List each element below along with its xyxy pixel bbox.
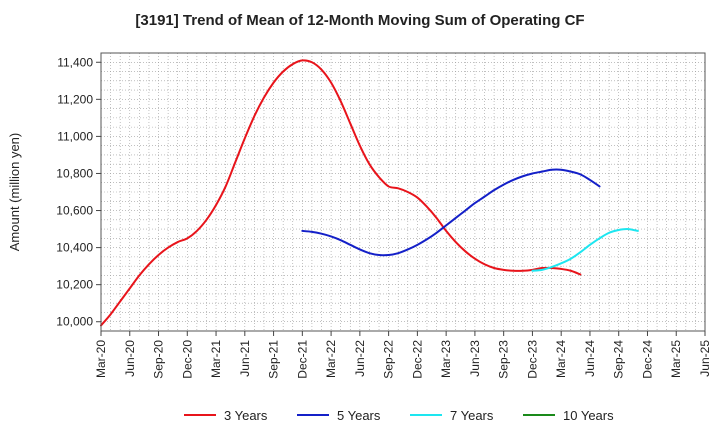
x-tick-label: Sep-24 [612,340,626,379]
y-tick-label: 11,400 [57,55,93,69]
x-tick-label: Mar-20 [94,340,108,378]
x-tick-label: Mar-21 [209,340,223,378]
y-tick-label: 10,000 [56,315,93,329]
x-tick-label: Sep-21 [267,340,281,379]
legend-label: 3 Years [224,408,268,423]
y-tick-label: 10,600 [56,204,93,218]
series-lines [100,59,639,327]
x-tick-label: Jun-23 [468,340,482,377]
y-tick-label: 10,200 [56,278,93,292]
x-tick-label: Sep-20 [152,340,166,379]
x-tick-label: Jun-24 [583,340,597,377]
legend-label: 7 Years [450,408,494,423]
x-tick-label: Mar-24 [554,340,568,378]
x-axis: Mar-20 Jun-20 Sep-20 Dec-20 Mar-21 Jun-21 Sep-… [94,331,712,379]
x-tick-label: Sep-22 [382,340,396,379]
y-tick-label: 11,200 [57,92,93,106]
x-tick-label: Mar-23 [439,340,453,378]
chart-title: [3191] Trend of Mean of 12-Month Moving … [135,12,585,29]
x-tick-label: Dec-23 [525,340,539,379]
x-tick-label: Dec-20 [180,340,194,379]
legend-label: 10 Years [563,408,614,423]
x-tick-label: Mar-25 [669,340,683,378]
legend-label: 5 Years [337,408,381,423]
series-line-5-years [301,168,601,257]
x-tick-label: Sep-23 [497,340,511,379]
legend: 3 Years 5 Years 7 Years 10 Years [184,408,614,423]
y-tick-label: 10,800 [56,166,93,180]
x-tick-label: Dec-21 [295,340,309,379]
x-tick-label: Dec-24 [640,340,654,379]
y-axis-title: Amount (million yen) [7,133,22,252]
y-tick-label: 11,000 [57,129,93,143]
x-tick-label: Jun-20 [123,340,137,377]
series-line-3-years [100,59,582,327]
x-tick-label: Dec-22 [410,340,424,379]
y-tick-label: 10,400 [56,241,93,255]
x-tick-label: Jun-22 [353,340,367,377]
grid [101,53,705,331]
series-line-7-years [531,228,639,272]
x-tick-label: Jun-25 [698,340,712,377]
y-axis: 10,000 10,200 10,400 10,600 10,800 11,000 11,2… [56,55,101,329]
plot-frame [100,52,706,332]
x-tick-label: Mar-22 [324,340,338,378]
x-tick-label: Jun-21 [238,340,252,377]
